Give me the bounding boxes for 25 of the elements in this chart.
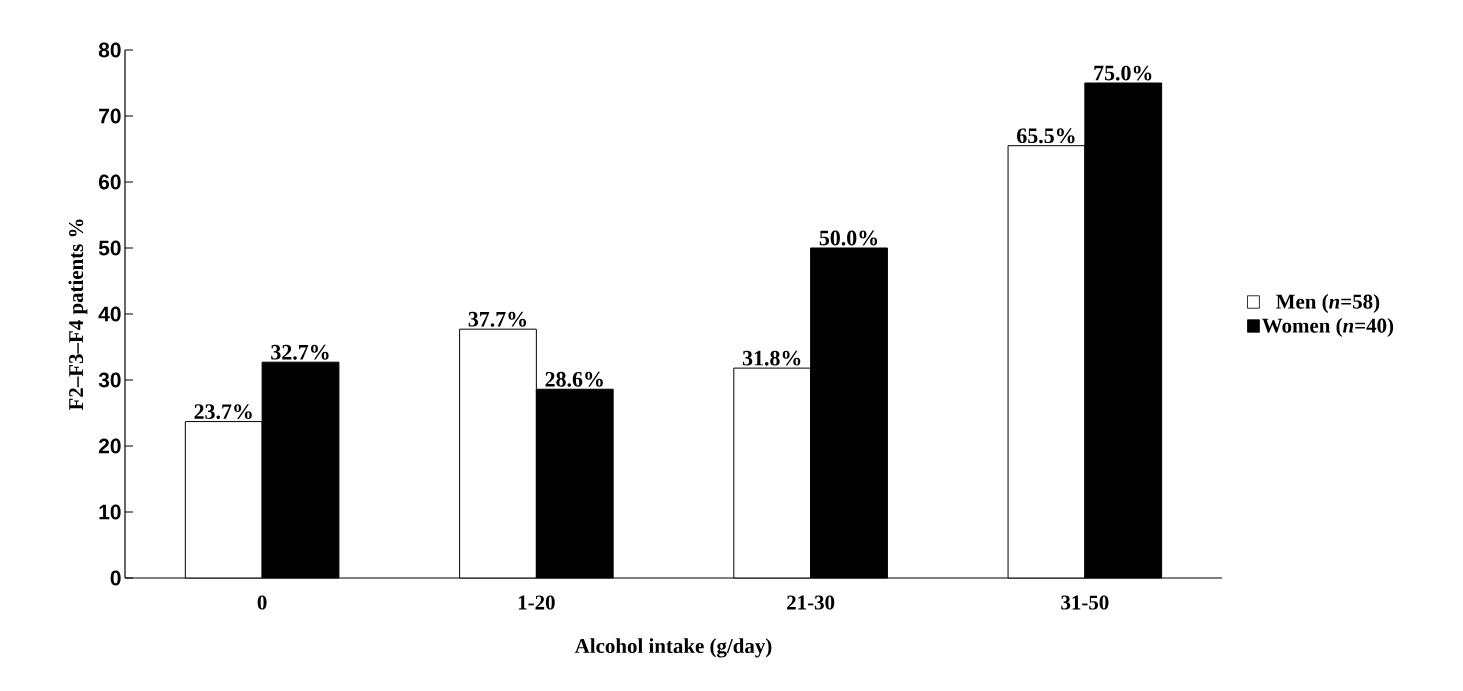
y-tick-label: 60 bbox=[98, 174, 121, 190]
y-axis-title: F2–F3–F4 patients % bbox=[68, 219, 88, 411]
y-tick-label: 10 bbox=[99, 504, 121, 520]
data-label: 75.0% bbox=[1094, 65, 1152, 81]
x-tick-label: 31-50 bbox=[1061, 595, 1109, 610]
data-label: 50.0% bbox=[819, 230, 878, 246]
y-tick-label: 40 bbox=[98, 306, 121, 322]
data-label: 65.5% bbox=[1017, 128, 1075, 144]
y-tick-label: 80 bbox=[98, 42, 121, 58]
y-tick-label: 20 bbox=[98, 438, 121, 454]
y-tick-label: 30 bbox=[98, 372, 121, 388]
data-label: 31.8% bbox=[742, 350, 801, 366]
y-tick-label: 70 bbox=[99, 108, 121, 124]
x-axis-title: Alcohol intake (g/day) bbox=[574, 638, 772, 658]
y-tick-label: 50 bbox=[98, 240, 121, 256]
data-label: 37.7% bbox=[468, 311, 527, 327]
legend-label: Women (n=40) bbox=[1262, 317, 1394, 337]
x-tick-label: 21-30 bbox=[787, 595, 835, 610]
data-label: 28.6% bbox=[545, 371, 603, 387]
data-label: 23.7% bbox=[194, 404, 252, 420]
legend-label: Men (n=58) bbox=[1276, 294, 1380, 313]
x-tick-label: 0 bbox=[257, 595, 267, 610]
y-tick-label: 0 bbox=[110, 570, 121, 586]
data-label: 32.7% bbox=[271, 344, 329, 360]
x-tick-label: 1-20 bbox=[518, 595, 555, 610]
